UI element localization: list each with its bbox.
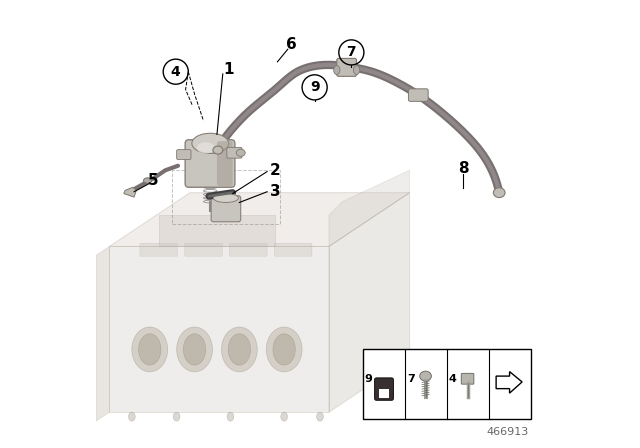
Text: 3: 3: [270, 184, 280, 199]
Text: 7: 7: [407, 374, 415, 384]
Ellipse shape: [143, 178, 152, 183]
FancyBboxPatch shape: [211, 196, 241, 222]
Ellipse shape: [281, 412, 287, 421]
Polygon shape: [496, 372, 522, 393]
Text: 9: 9: [310, 80, 319, 95]
Ellipse shape: [317, 412, 323, 421]
FancyBboxPatch shape: [275, 243, 312, 256]
Text: 9: 9: [365, 374, 372, 384]
FancyBboxPatch shape: [140, 243, 177, 256]
Ellipse shape: [129, 412, 135, 421]
Polygon shape: [124, 187, 136, 197]
Text: 5: 5: [148, 172, 159, 188]
Ellipse shape: [221, 327, 257, 372]
Ellipse shape: [273, 334, 296, 365]
Ellipse shape: [213, 194, 239, 202]
Bar: [362, 349, 531, 419]
Text: 8: 8: [458, 160, 468, 176]
Ellipse shape: [197, 142, 215, 153]
FancyBboxPatch shape: [217, 141, 233, 186]
Ellipse shape: [266, 327, 302, 372]
FancyBboxPatch shape: [227, 147, 242, 158]
Ellipse shape: [420, 371, 431, 381]
FancyBboxPatch shape: [177, 150, 191, 159]
FancyBboxPatch shape: [185, 140, 235, 187]
Polygon shape: [96, 246, 109, 421]
Bar: [172, 170, 280, 224]
FancyBboxPatch shape: [230, 243, 267, 256]
Polygon shape: [329, 193, 410, 412]
FancyBboxPatch shape: [374, 378, 394, 401]
Ellipse shape: [177, 327, 212, 372]
Ellipse shape: [353, 65, 360, 74]
Polygon shape: [109, 193, 410, 246]
Ellipse shape: [173, 412, 180, 421]
Ellipse shape: [184, 334, 206, 365]
Polygon shape: [329, 170, 410, 246]
Ellipse shape: [236, 149, 245, 156]
Text: 2: 2: [270, 163, 280, 178]
Polygon shape: [109, 246, 329, 412]
FancyBboxPatch shape: [408, 89, 428, 101]
Text: 6: 6: [285, 37, 296, 52]
Text: 4: 4: [171, 65, 180, 79]
Text: 466913: 466913: [486, 427, 529, 437]
Ellipse shape: [493, 188, 505, 198]
Ellipse shape: [139, 334, 161, 365]
Ellipse shape: [213, 146, 223, 154]
Polygon shape: [159, 215, 275, 246]
Ellipse shape: [228, 334, 251, 365]
Ellipse shape: [192, 134, 228, 153]
FancyBboxPatch shape: [337, 58, 356, 76]
Ellipse shape: [333, 65, 340, 74]
Bar: [379, 389, 389, 399]
Text: 7: 7: [346, 45, 356, 60]
FancyBboxPatch shape: [461, 374, 474, 384]
Text: 4: 4: [449, 374, 457, 384]
Text: 1: 1: [223, 62, 234, 77]
Ellipse shape: [132, 327, 168, 372]
Ellipse shape: [227, 412, 234, 421]
FancyBboxPatch shape: [185, 243, 222, 256]
